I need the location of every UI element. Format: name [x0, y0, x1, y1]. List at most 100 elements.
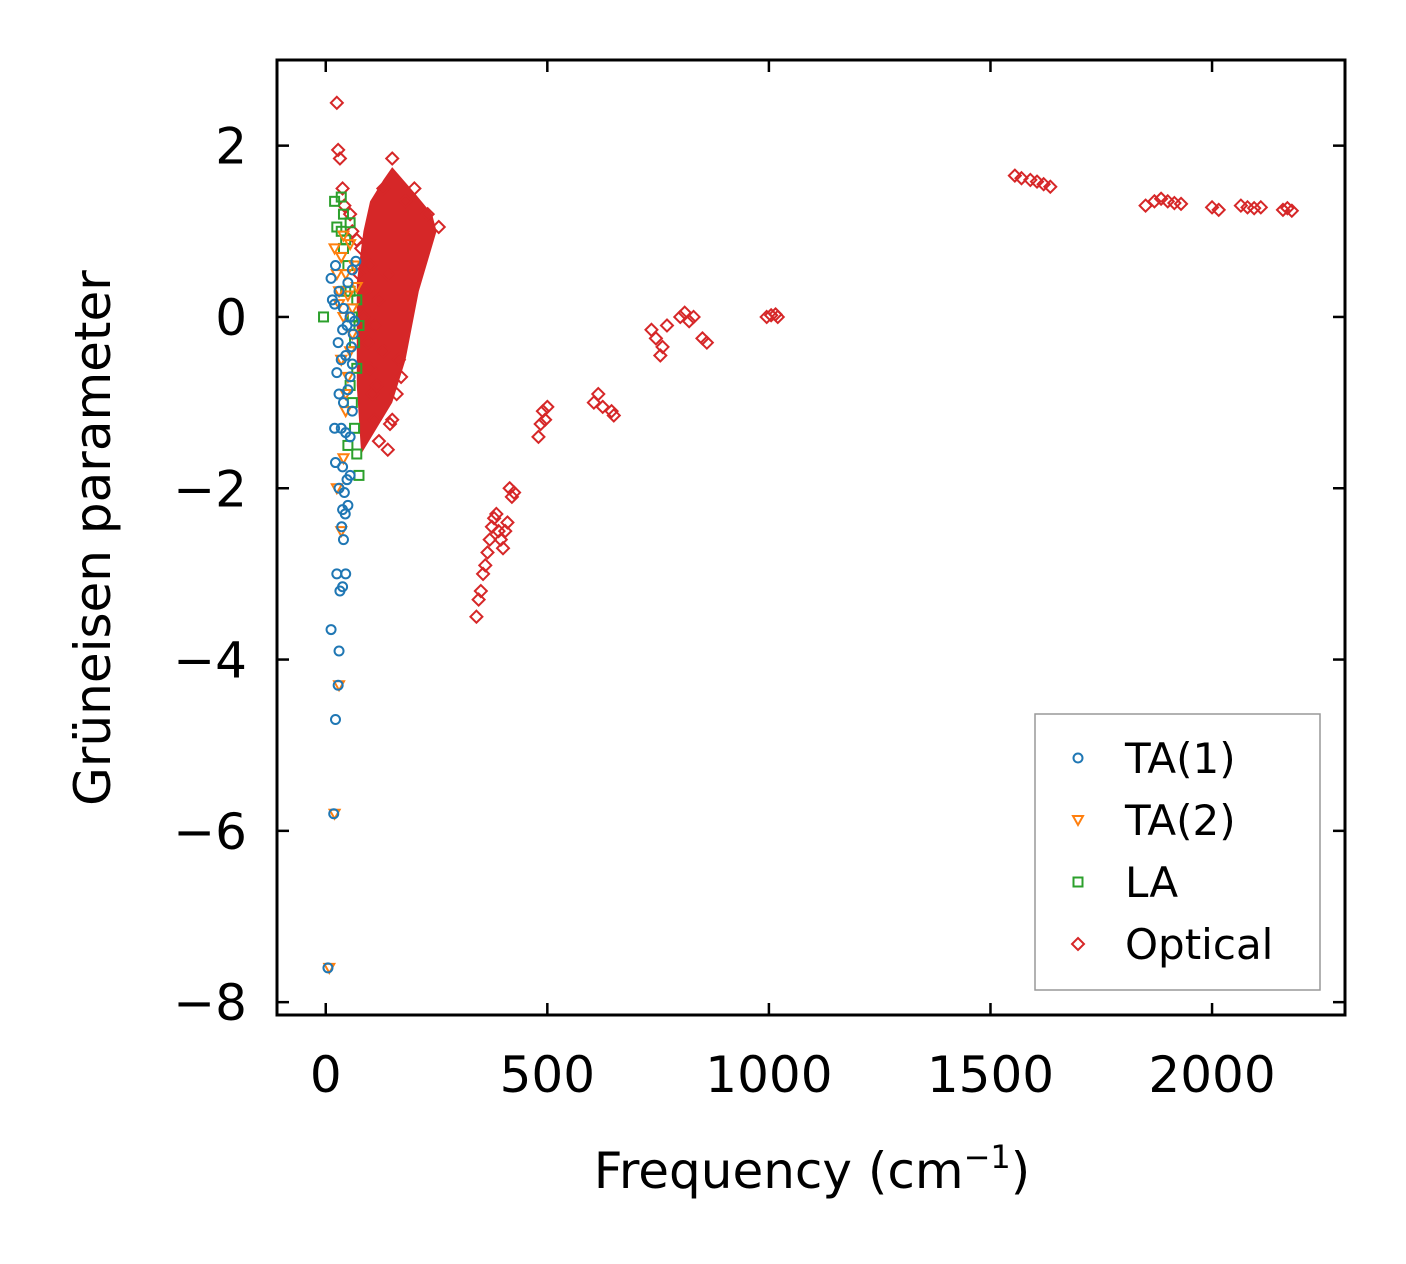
- data-point: [398, 193, 413, 209]
- data-point: [337, 302, 349, 314]
- data-point: [351, 448, 363, 460]
- data-point: [369, 378, 385, 393]
- data-point: [488, 506, 504, 522]
- data-point: [337, 461, 349, 473]
- data-point: [672, 309, 688, 325]
- data-point: [333, 388, 345, 400]
- data-point: [606, 408, 622, 423]
- data-point: [384, 412, 400, 428]
- data-point: [322, 962, 334, 974]
- data-point: [1246, 200, 1262, 216]
- data-point: [406, 181, 422, 196]
- x-tick-label: 1500: [927, 1046, 1054, 1104]
- legend-marker: [1072, 876, 1084, 888]
- data-point: [391, 352, 407, 368]
- legend: TA(1) TA(2) LA Optical: [1034, 713, 1321, 991]
- data-point: [329, 422, 341, 434]
- data-point: [482, 532, 498, 548]
- data-point: [336, 230, 351, 243]
- data-point: [325, 272, 337, 284]
- data-point: [380, 266, 396, 282]
- data-point: [342, 384, 354, 396]
- data-point: [1014, 170, 1029, 186]
- data-point: [531, 429, 546, 445]
- data-point: [362, 360, 378, 376]
- data-point: [337, 534, 349, 546]
- x-axis-title: Frequency (cm−1): [594, 1138, 1031, 1200]
- data-point: [353, 241, 369, 256]
- x-tick-label: 0: [310, 1046, 342, 1104]
- data-point: [330, 142, 346, 158]
- data-point: [590, 386, 606, 402]
- data-point: [652, 348, 668, 363]
- data-point: [333, 645, 345, 657]
- plot-frame: [275, 58, 1347, 1017]
- data-point: [336, 453, 351, 466]
- data-point: [1284, 203, 1300, 219]
- data-point: [351, 266, 367, 282]
- data-point: [362, 258, 378, 273]
- data-point: [342, 206, 358, 222]
- data-point: [380, 442, 396, 458]
- data-point: [329, 714, 341, 726]
- y-tick-label: −4: [173, 632, 247, 690]
- data-point: [350, 255, 362, 267]
- data-point: [655, 339, 670, 355]
- data-point: [497, 523, 513, 539]
- data-point: [345, 303, 360, 316]
- x-axis-title-main: Frequency (cm: [594, 1142, 964, 1200]
- data-point: [343, 239, 357, 252]
- data-point: [331, 367, 343, 379]
- y-tick-label: 0: [215, 289, 247, 347]
- data-point: [1253, 199, 1269, 215]
- data-point: [337, 208, 349, 220]
- data-point: [344, 469, 356, 481]
- y-axis-title: Grüneisen parameter: [64, 270, 122, 806]
- data-point: [341, 290, 355, 303]
- data-point: [334, 251, 348, 265]
- data-point: [337, 581, 349, 593]
- data-point: [340, 568, 352, 580]
- data-point: [1211, 202, 1227, 218]
- data-point: [393, 369, 409, 385]
- legend-entry: TA(2): [1071, 796, 1236, 845]
- legend-label: LA: [1125, 858, 1178, 907]
- optical-dense-cluster: [356, 167, 437, 454]
- legend-marker: [1070, 936, 1086, 952]
- data-point: [604, 403, 619, 419]
- data-point: [681, 313, 697, 329]
- data-point: [344, 371, 356, 383]
- data-point: [686, 309, 701, 325]
- data-point: [328, 808, 340, 820]
- data-point: [1042, 179, 1058, 195]
- y-tick-label: 2: [215, 118, 247, 176]
- data-point: [1147, 193, 1162, 209]
- series-optical: [329, 95, 1300, 625]
- data-point: [1275, 202, 1291, 218]
- legend-entry: Optical: [1070, 920, 1273, 969]
- data-point: [475, 566, 491, 582]
- x-axis-title-end: ): [1011, 1142, 1031, 1200]
- axis-tick-labels: 0 500 1000 1500 2000 −8 −6 −4 −2 0 2: [173, 118, 1275, 1104]
- data-point: [346, 358, 358, 370]
- data-point: [340, 349, 352, 361]
- data-point: [344, 217, 356, 229]
- y-tick-label: −6: [173, 803, 247, 861]
- data-point: [375, 343, 391, 359]
- data-point: [325, 624, 337, 636]
- legend-label: TA(1): [1124, 734, 1236, 783]
- data-point: [699, 335, 715, 351]
- x-tick-label: 2000: [1148, 1046, 1275, 1104]
- data-point: [318, 311, 330, 323]
- optical-cluster-fill: [356, 167, 437, 454]
- data-point: [358, 283, 374, 299]
- data-point: [375, 181, 391, 196]
- data-point: [347, 328, 359, 340]
- legend-marker: [1072, 752, 1084, 764]
- legend-label: TA(2): [1124, 796, 1236, 845]
- data-point: [337, 504, 349, 516]
- data-point: [329, 95, 345, 111]
- legend-marker: [1071, 815, 1085, 828]
- data-point: [484, 519, 500, 535]
